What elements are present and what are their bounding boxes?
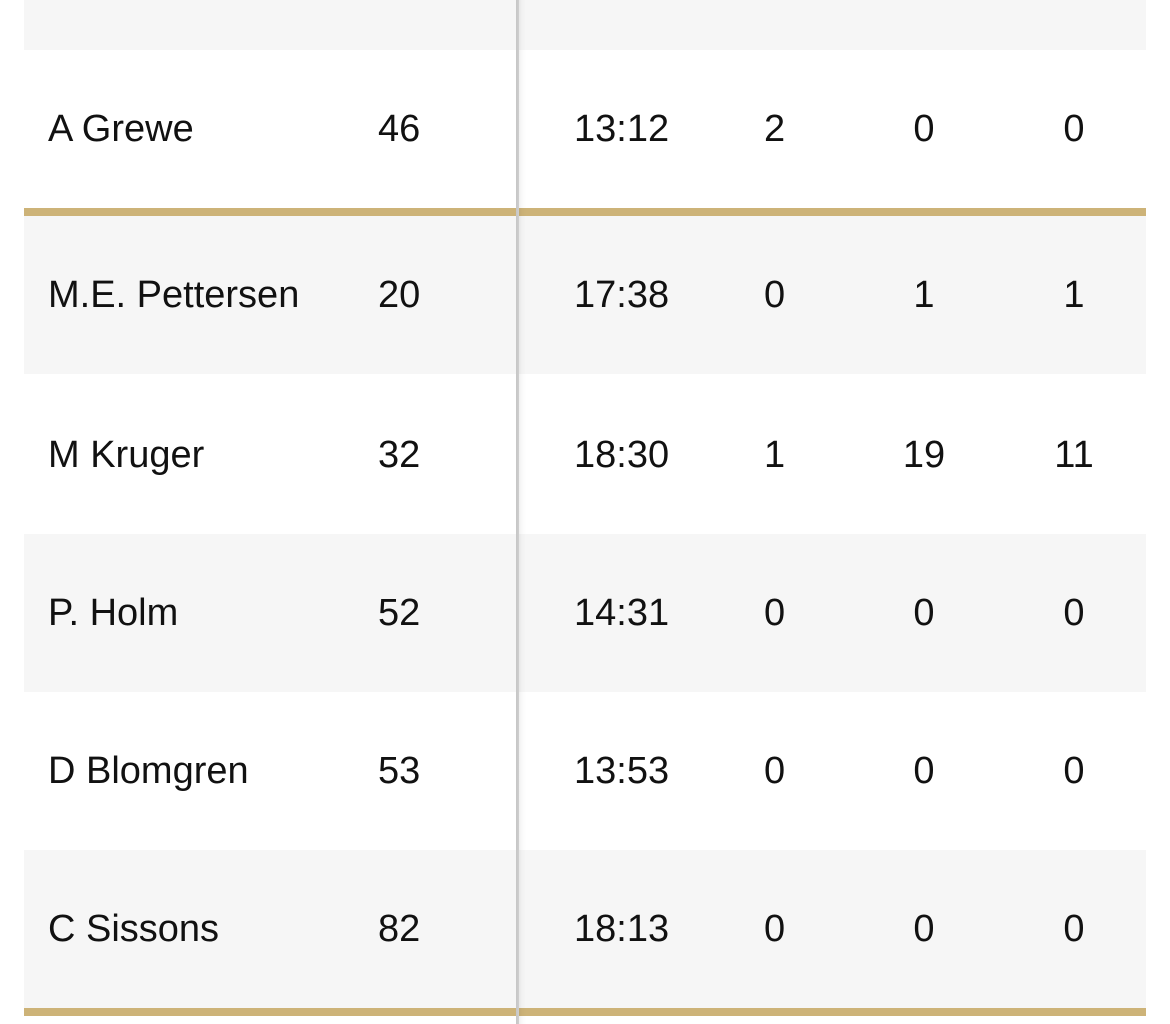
stat-col-5: 0	[913, 750, 935, 792]
table-row[interactable]: P. Holm 52 14:31 0 0 0	[24, 534, 1146, 692]
jersey-number: 20	[378, 274, 421, 316]
time-on-ice: 13:12	[574, 108, 670, 150]
stat-col-6: 11	[1054, 434, 1094, 476]
player-name: D Blomgren	[48, 750, 249, 792]
time-on-ice: 14:31	[574, 592, 670, 634]
stat-col-4: 0	[764, 908, 786, 950]
stat-col-4: 0	[764, 592, 786, 634]
stat-col-4: 0	[764, 750, 786, 792]
time-on-ice: 18:13	[574, 908, 670, 950]
section-divider	[24, 1008, 1146, 1016]
player-name: A Grewe	[48, 108, 194, 150]
table-row[interactable]: A Grewe 46 13:12 2 0 0	[24, 50, 1146, 208]
time-on-ice: 17:38	[574, 274, 670, 316]
stat-col-6: 1	[1063, 274, 1085, 316]
stat-col-6: 0	[1063, 108, 1085, 150]
player-name: M Kruger	[48, 434, 205, 476]
stat-col-5: 0	[913, 108, 935, 150]
time-on-ice: 13:53	[574, 750, 670, 792]
player-name: P. Holm	[48, 592, 179, 634]
stat-col-5: 0	[913, 592, 935, 634]
jersey-number: 32	[378, 434, 421, 476]
stat-col-6: 0	[1063, 750, 1085, 792]
stat-col-5: 1	[913, 274, 935, 316]
player-stats-table: A Grewe 46 13:12 2 0 0 M.E. Pettersen 20…	[24, 0, 1146, 1024]
stat-col-4: 2	[764, 108, 786, 150]
jersey-number: 53	[378, 750, 421, 792]
player-name: M.E. Pettersen	[48, 274, 300, 316]
section-divider	[24, 208, 1146, 216]
stat-col-5: 0	[913, 908, 935, 950]
jersey-number: 52	[378, 592, 421, 634]
stat-col-4: 0	[764, 274, 786, 316]
table-row[interactable]: M.E. Pettersen 20 17:38 0 1 1	[24, 216, 1146, 374]
stat-col-5: 19	[902, 434, 946, 476]
table-row[interactable]: C Sissons 82 18:13 0 0 0	[24, 850, 1146, 1008]
player-name: C Sissons	[48, 908, 220, 950]
jersey-number: 82	[378, 908, 421, 950]
stat-col-6: 0	[1063, 908, 1085, 950]
table-row[interactable]: M Kruger 32 18:30 1 19 11	[24, 376, 1146, 534]
table-row[interactable]: D Blomgren 53 13:53 0 0 0	[24, 692, 1146, 850]
jersey-number: 46	[378, 108, 421, 150]
stat-col-4: 1	[764, 434, 786, 476]
previous-row-fragment	[24, 0, 1146, 50]
stat-col-6: 0	[1063, 592, 1085, 634]
time-on-ice: 18:30	[574, 434, 670, 476]
